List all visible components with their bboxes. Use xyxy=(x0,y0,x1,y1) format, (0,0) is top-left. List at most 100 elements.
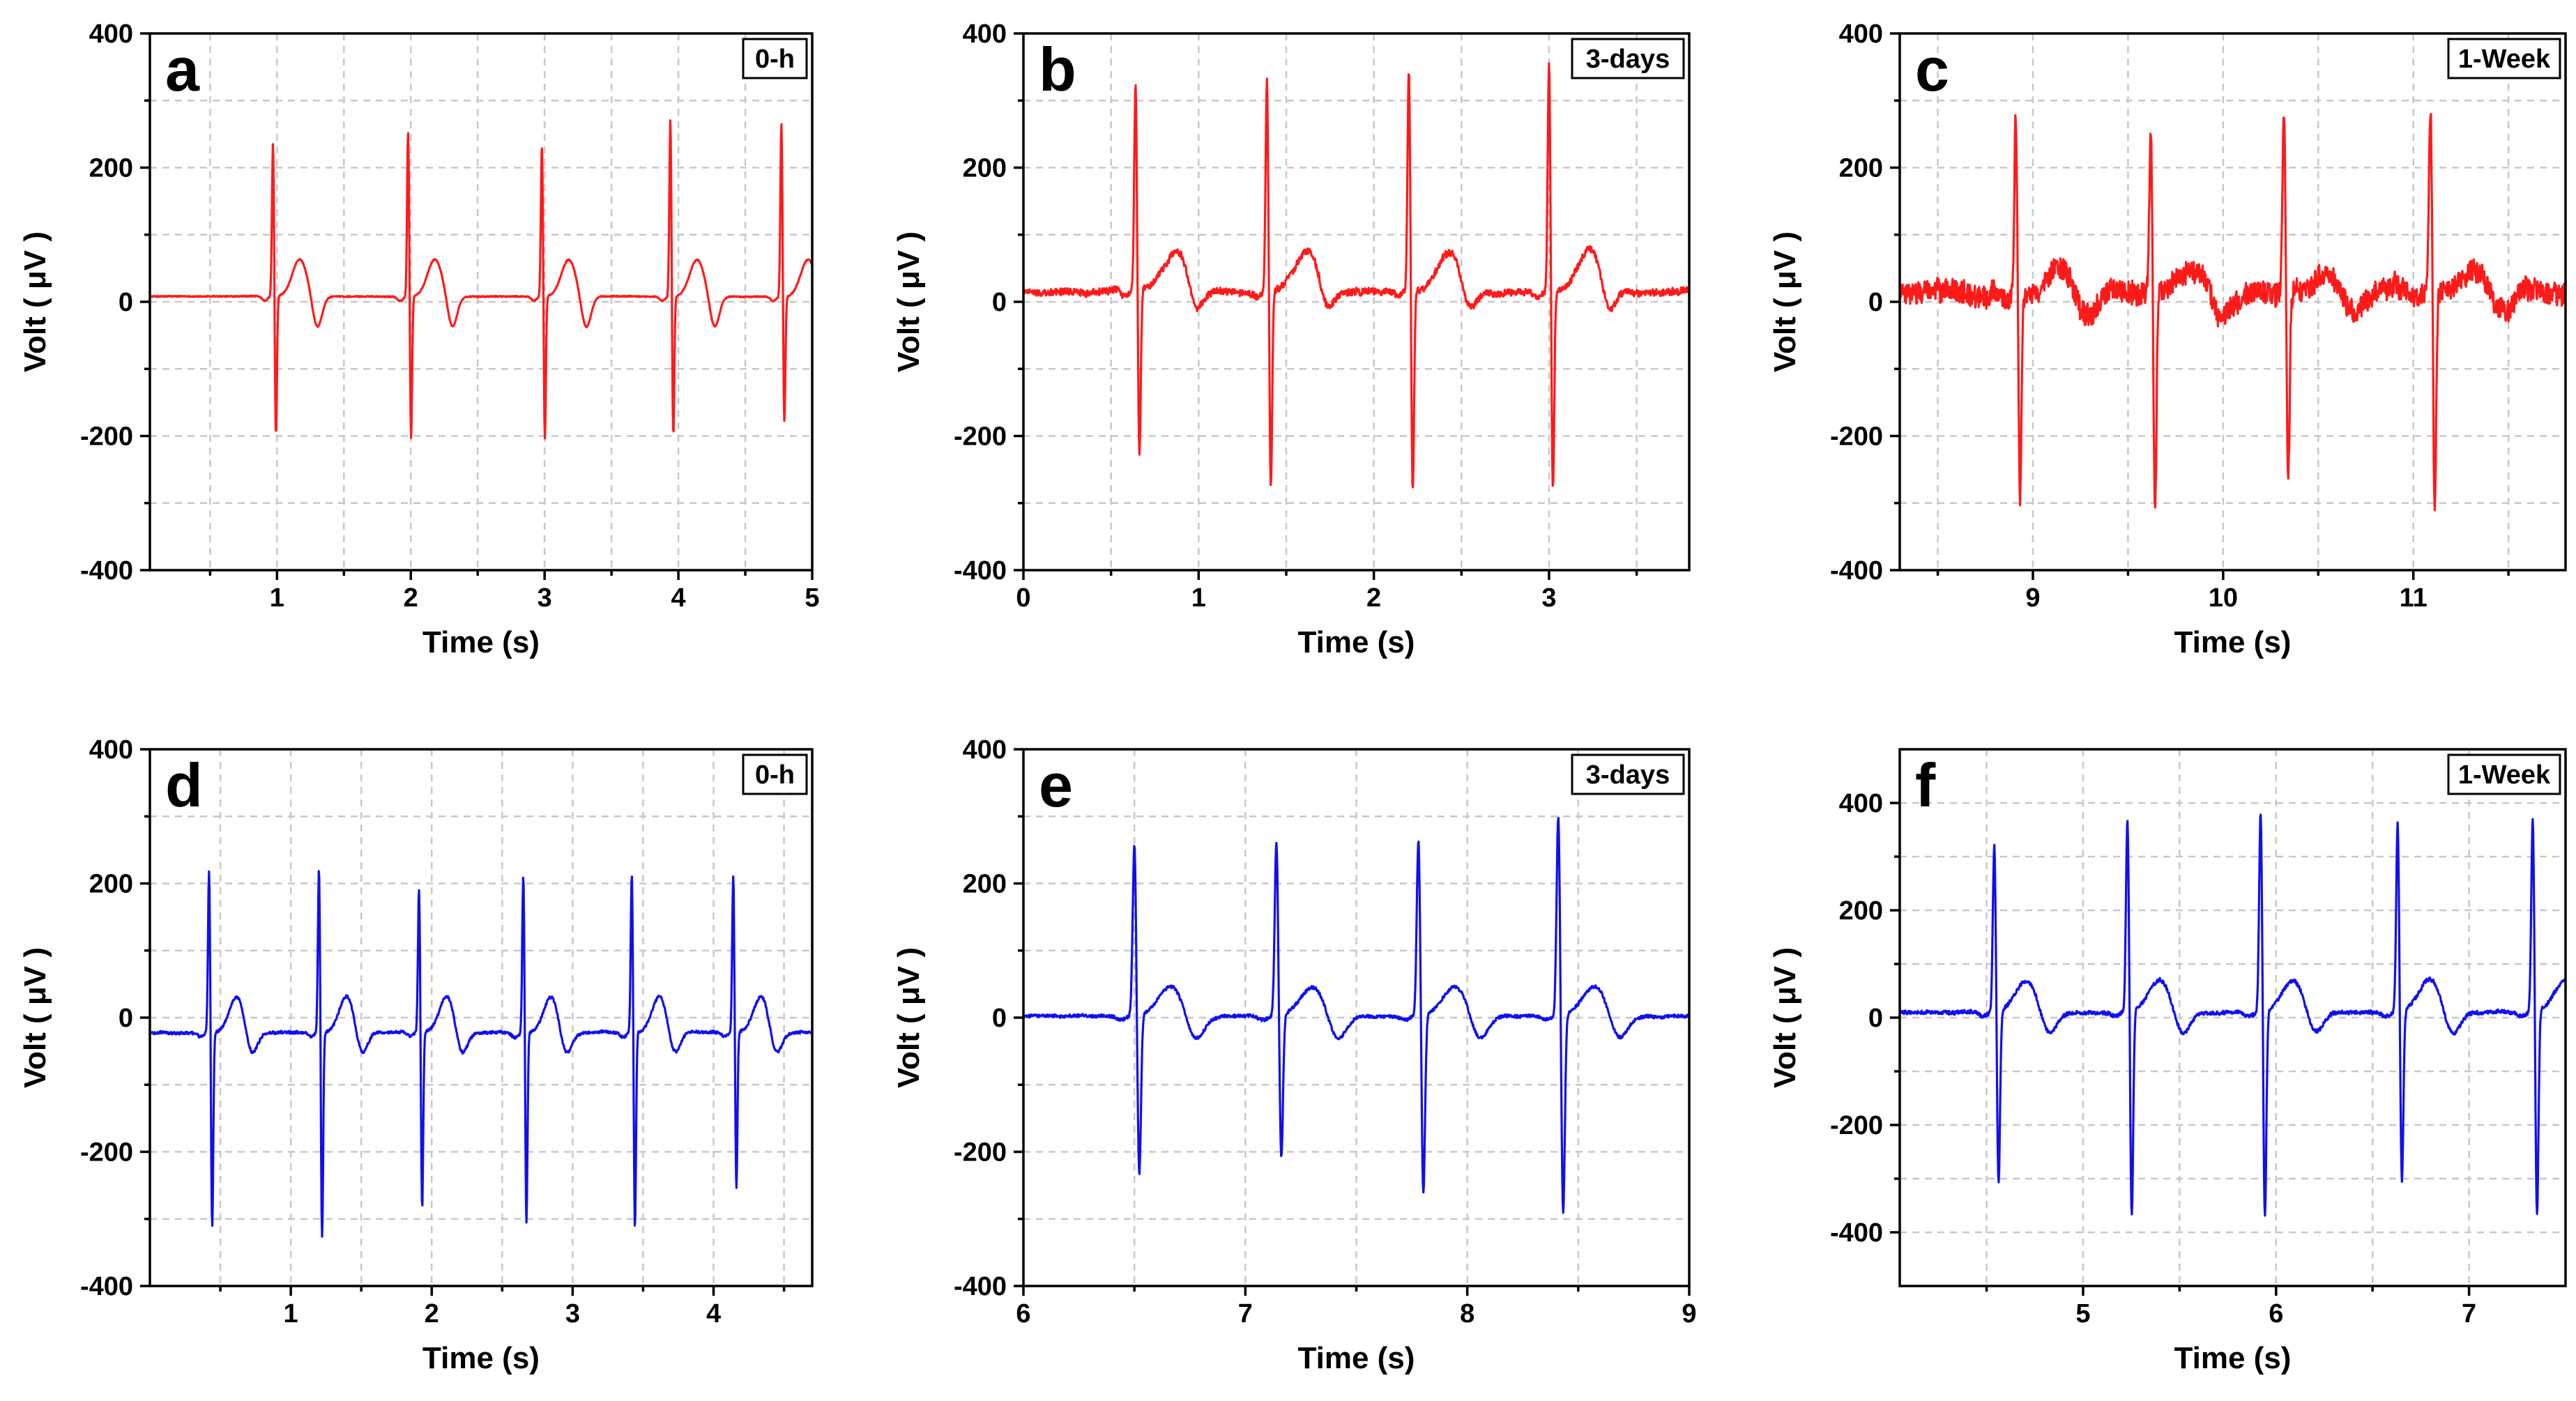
y-tick-label: 400 xyxy=(1839,789,1883,818)
panel-letter: e xyxy=(1039,751,1073,820)
panel-letter: d xyxy=(165,751,203,820)
panel-badge-label: 3-days xyxy=(1586,760,1670,790)
y-tick-label: -200 xyxy=(1830,1111,1883,1140)
y-tick-label: -400 xyxy=(80,556,133,585)
y-tick-label: -400 xyxy=(954,1272,1007,1301)
x-tick-label: 7 xyxy=(1238,1299,1253,1329)
y-tick-label: 200 xyxy=(1839,896,1883,926)
y-tick-label: 400 xyxy=(1839,20,1883,49)
panel-letter: c xyxy=(1915,35,1949,104)
y-tick-label: 0 xyxy=(119,1004,133,1033)
y-axis-title: Volt ( μV ) xyxy=(892,947,926,1088)
panel-letter: f xyxy=(1915,751,1936,820)
panel-b-ecg-trace xyxy=(1022,62,1691,489)
panel-a-gridlines xyxy=(150,33,812,570)
y-tick-label: -200 xyxy=(954,1138,1007,1168)
x-tick-label: 0 xyxy=(1016,583,1030,613)
x-axis-title: Time (s) xyxy=(422,625,540,659)
x-axis-title: Time (s) xyxy=(2174,625,2292,659)
panel-e: 6 7 8 9 -400 -200 0 200 400 Time (s) Volt ( μV ) e 3… xyxy=(892,735,1697,1375)
y-tick-label: 400 xyxy=(963,20,1007,49)
y-tick-label: -400 xyxy=(954,556,1007,585)
x-tick-label: 1 xyxy=(1191,583,1206,613)
panel-c: 9 10 11 -400 -200 0 200 400 Time (s) Volt ( μV ) c… xyxy=(1768,20,2567,659)
panel-a: 1 2 3 4 5 -400 -200 0 200 400 Time (s) Volt ( μV ) a… xyxy=(18,20,820,659)
y-tick-label: 200 xyxy=(89,154,133,183)
panel-letter: b xyxy=(1039,35,1076,104)
panel-a-ecg-trace xyxy=(148,119,814,440)
x-tick-label: 4 xyxy=(706,1299,721,1329)
panel-d-gridlines xyxy=(150,749,812,1286)
y-tick-label: 0 xyxy=(119,288,133,317)
panel-badge-label: 1-Week xyxy=(2458,760,2551,790)
y-tick-label: -200 xyxy=(1830,422,1883,452)
panel-f-gridlines xyxy=(1900,749,2566,1286)
panel-badge-box xyxy=(2447,753,2561,795)
x-tick-label: 5 xyxy=(2075,1299,2090,1329)
x-axis-title: Time (s) xyxy=(1298,1341,1415,1375)
y-axis-title: Volt ( μV ) xyxy=(892,231,926,372)
panel-badge-box xyxy=(742,38,808,79)
panel-badge-box xyxy=(1571,38,1685,79)
x-tick-label: 9 xyxy=(2025,583,2040,613)
x-tick-label: 1 xyxy=(270,583,284,613)
x-tick-label: 9 xyxy=(1682,1299,1696,1329)
x-tick-label: 8 xyxy=(1460,1299,1474,1329)
y-tick-label: -400 xyxy=(80,1272,133,1301)
panel-b: 0 1 2 3 -400 -200 0 200 400 Time (s) Volt ( μV ) b 3… xyxy=(892,20,1691,659)
y-axis-title: Volt ( μV ) xyxy=(18,947,52,1088)
y-tick-label: 0 xyxy=(1868,288,1883,317)
y-tick-label: 200 xyxy=(963,870,1007,899)
panel-badge-label: 0-h xyxy=(755,760,795,790)
x-tick-label: 2 xyxy=(404,583,418,613)
x-tick-label: 6 xyxy=(2269,1299,2283,1329)
x-tick-label: 3 xyxy=(565,1299,580,1329)
x-tick-label: 2 xyxy=(1366,583,1381,613)
y-axis-title: Volt ( μV ) xyxy=(1768,231,1802,372)
panel-d-ecg-trace xyxy=(148,870,814,1238)
x-axis-title: Time (s) xyxy=(422,1341,540,1375)
x-tick-label: 1 xyxy=(284,1299,298,1329)
y-tick-label: 200 xyxy=(1839,154,1883,183)
panel-badge-box xyxy=(742,753,808,795)
y-tick-label: 400 xyxy=(963,735,1007,765)
panel-e-ecg-trace xyxy=(1023,816,1691,1214)
y-tick-label: 0 xyxy=(1868,1004,1883,1033)
x-tick-label: 5 xyxy=(805,583,819,613)
y-tick-label: 0 xyxy=(992,288,1007,317)
x-tick-label: 10 xyxy=(2209,583,2238,613)
panel-b-gridlines xyxy=(1023,33,1689,570)
x-tick-label: 3 xyxy=(538,583,552,613)
y-tick-label: -400 xyxy=(1830,556,1883,585)
x-tick-label: 2 xyxy=(425,1299,439,1329)
y-tick-label: 400 xyxy=(89,20,133,49)
panel-c-ecg-trace xyxy=(1898,113,2567,512)
panel-badge-box xyxy=(2447,38,2561,79)
panel-badge-box xyxy=(1571,753,1685,795)
y-tick-label: 0 xyxy=(992,1004,1007,1033)
x-tick-label: 6 xyxy=(1016,1299,1030,1329)
y-tick-label: 200 xyxy=(963,154,1007,183)
y-tick-label: -400 xyxy=(1830,1218,1883,1248)
panel-f-ecg-trace xyxy=(1898,813,2567,1217)
y-axis-title: Volt ( μV ) xyxy=(18,231,52,372)
x-tick-label: 4 xyxy=(671,583,686,613)
x-tick-label: 7 xyxy=(2462,1299,2476,1329)
y-axis-title: Volt ( μV ) xyxy=(1768,947,1802,1088)
y-tick-label: 400 xyxy=(89,735,133,765)
panel-letter: a xyxy=(165,35,200,104)
panel-badge-label: 1-Week xyxy=(2458,45,2551,74)
panel-f: 5 6 7 -400 -200 0 200 400 Time (s) Volt ( μV ) f 1-… xyxy=(1768,748,2567,1375)
y-tick-label: -200 xyxy=(80,422,133,452)
panel-c-gridlines xyxy=(1900,33,2566,570)
x-axis-title: Time (s) xyxy=(1298,625,1415,659)
panel-badge-label: 3-days xyxy=(1586,45,1670,74)
panel-d: 1 2 3 4 -400 -200 0 200 400 Time (s) Volt ( μV ) d 0… xyxy=(18,735,814,1375)
x-tick-label: 11 xyxy=(2400,583,2428,613)
x-tick-label: 3 xyxy=(1541,583,1556,613)
y-tick-label: 200 xyxy=(89,870,133,899)
panel-badge-label: 0-h xyxy=(755,45,795,74)
x-axis-title: Time (s) xyxy=(2174,1341,2292,1375)
y-tick-label: -200 xyxy=(954,422,1007,452)
